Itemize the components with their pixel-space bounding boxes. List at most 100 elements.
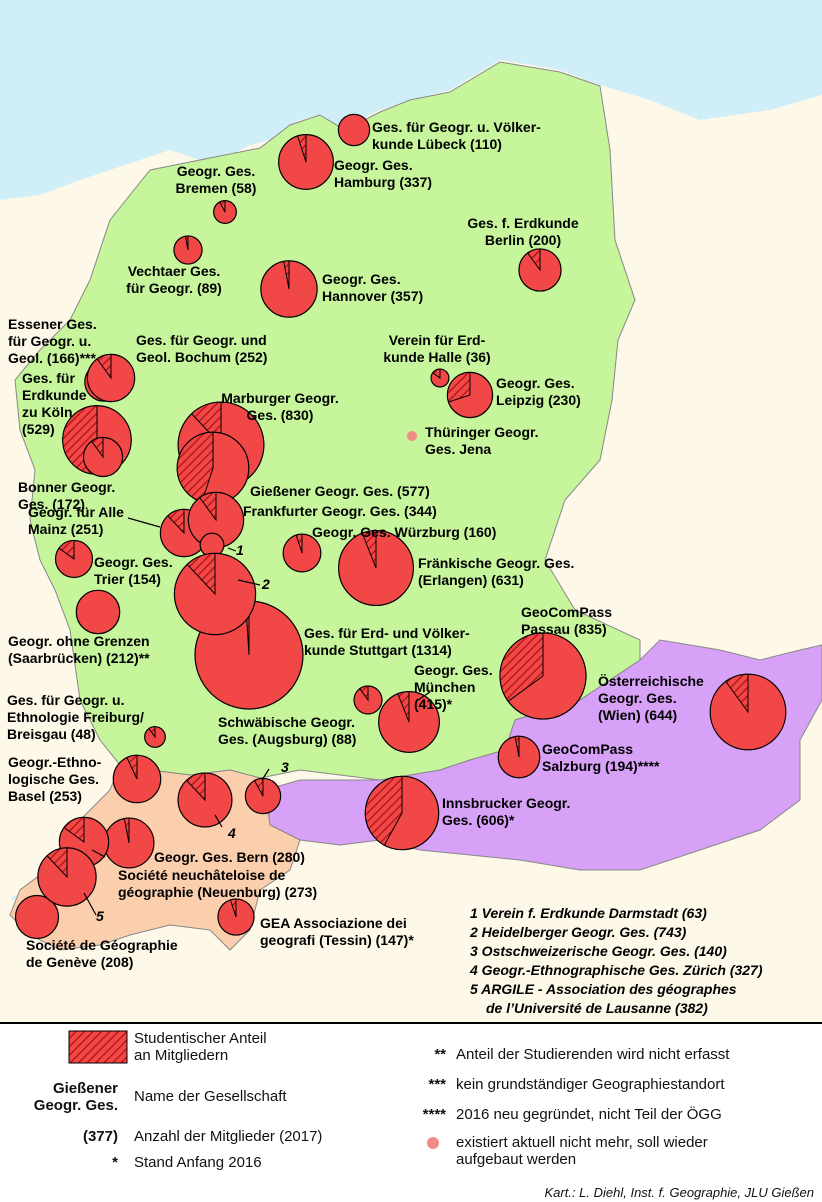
society-label-line: Société de Géographie (26, 937, 178, 953)
society-label-tessin: GEA Associazione dei geografi (Tessin) (1… (260, 915, 414, 948)
legend-star1: * (112, 1154, 118, 1171)
student-share-wedge-passau (499, 632, 544, 703)
society-label-line: Geol. (166)*** (8, 350, 96, 366)
student-share-wedge-bern (123, 817, 130, 844)
map-number-5: 5 (96, 908, 104, 924)
society-label-line: Thüringer Geogr. (425, 424, 539, 440)
society-label-line: Ges. für Geogr. u. Völker- (372, 119, 541, 135)
map-number-1: 1 (236, 542, 244, 558)
society-label-line: Geogr.-Ethno- (8, 754, 102, 770)
society-label-hannover: Geogr. Ges. Hannover (357) (322, 271, 423, 304)
society-label-augsburg: Schwäbische Geogr. Ges. (Augsburg) (88) (218, 714, 356, 747)
society-label-line: Ges. für Geogr. u. (7, 692, 124, 708)
society-circle-geneve (14, 894, 60, 940)
student-share-wedge-bremen (218, 200, 226, 213)
society-label-neuenburg: Société neuchâteloise de géographie (Neue… (118, 867, 317, 900)
society-label-leipzig: Geogr. Ges. Leipzig (230) (496, 375, 581, 408)
student-share-wedge-vechta (184, 235, 189, 251)
student-share-wedge-augsburg (359, 685, 369, 702)
student-share-wedge-freiburg (148, 726, 156, 739)
society-label-halle: Verein für Erd-kunde Halle (36) (383, 332, 490, 365)
legend-hatch-label-2: an Mitgliedern (134, 1047, 229, 1064)
society-label-line: GeoComPass (521, 604, 612, 620)
society-label-line: Frankfurter Geogr. Ges. (344) (243, 503, 437, 519)
society-label-line: Ges. (172) (18, 496, 85, 512)
legend-star2-desc: Anteil der Studierenden wird nicht erfas… (456, 1046, 730, 1063)
student-share-wedge-berlin (526, 248, 541, 272)
society-label-mainz: Geogr. für Alle Mainz (251) (28, 504, 124, 537)
society-label-line: (Erlangen) (631) (418, 572, 524, 588)
student-share-wedge-erlangen (361, 530, 377, 569)
society-label-erlangen: Fränkische Geogr. Ges. (Erlangen) (631) (418, 555, 574, 588)
defunct-dot-jena (407, 431, 417, 441)
student-share-wedge-frankfurt (199, 491, 217, 522)
student-share-wedge-wuerzburg (295, 533, 303, 554)
society-label-line: Geogr. für Alle (28, 504, 124, 520)
society-label-line: (Wien) (644) (598, 707, 677, 723)
footnote-list: 1 Verein f. Erdkunde Darmstadt (63) 2 Hei… (469, 905, 763, 1016)
society-labels: Ges. für Geogr. u. Völker-kunde Lübeck (… (7, 119, 704, 970)
society-label-hamburg: Geogr. Ges. Hamburg (337) (334, 157, 432, 190)
student-share-wedge-heidelberg (186, 552, 216, 596)
north-sea (0, 0, 822, 200)
society-label-bochum: Ges. für Geogr. und Geol. Bochum (252) (136, 332, 267, 365)
society-label-line: Société neuchâteloise de (118, 867, 285, 883)
society-label-line: Hannover (357) (322, 288, 423, 304)
leader-line-6 (417, 691, 431, 701)
society-label-bremen: Geogr. Ges. Bremen (58) (176, 163, 257, 196)
student-share-wedge-giessen (176, 431, 214, 503)
society-label-line: Geogr. Ges. (496, 375, 575, 391)
society-label-line: (415)* (414, 696, 453, 712)
society-label-line: Geogr. ohne Grenzen (8, 633, 150, 649)
society-label-line: Salzburg (194)**** (542, 758, 660, 774)
society-label-giessen: Gießener Geogr. Ges. (577) (250, 483, 430, 499)
map-number-3: 3 (281, 759, 289, 775)
society-label-line: Ges. Jena (425, 441, 491, 457)
society-label-wien: Österreichische Geogr. Ges. (Wien) (644) (598, 673, 704, 723)
legend-example-count: (377) (82, 1128, 118, 1145)
student-share-wedge-trier (58, 540, 75, 560)
map-number-2: 2 (261, 576, 270, 592)
footnote-line-3: 3 Ostschweizerische Geogr. Ges. (140) (470, 943, 727, 959)
student-share-wedge-neuenburg (63, 816, 85, 843)
society-label-line: Ges. (830) (247, 407, 314, 423)
society-label-line: Trier (154) (94, 571, 161, 587)
society-label-innsbruck: Innsbrucker Geogr. Ges. (606)* (442, 795, 570, 828)
footnote-line-4: 4 Geogr.-Ethnographische Ges. Zürich (32… (469, 962, 763, 978)
society-label-line: kunde Halle (36) (383, 349, 490, 365)
society-label-line: Erdkunde (22, 387, 87, 403)
society-label-line: Ges. f. Erdkunde (467, 215, 578, 231)
society-label-vechta: Vechtaer Ges. für Geogr. (89) (126, 263, 222, 296)
map-canvas: Ges. für Geogr. u. Völker-kunde Lübeck (… (0, 0, 822, 1022)
leader-lines (83, 517, 431, 916)
student-share-wedge-basel (126, 754, 138, 780)
leader-line-7 (91, 849, 106, 858)
society-label-basel: Geogr.-Ethno-logische Ges. Basel (253) (8, 754, 102, 804)
legend-panel: Studentischer Anteil an Mitgliedern Gieß… (0, 1022, 822, 1202)
society-label-wuerzburg: Geogr. Ges. Würzburg (160) (312, 524, 496, 540)
society-label-line: Leipzig (230) (496, 392, 581, 408)
leader-line-0 (127, 517, 161, 528)
society-label-line: GeoComPass (542, 741, 633, 757)
society-label-bern: Geogr. Ges. Bern (280) (154, 849, 305, 865)
society-label-line: Geol. Bochum (252) (136, 349, 267, 365)
student-share-wedge-bonn (90, 436, 104, 459)
society-label-line: Gießener Geogr. Ges. (577) (250, 483, 430, 499)
map-credit: Kart.: L. Diehl, Inst. f. Geographie, JL… (544, 1185, 814, 1200)
society-label-line: Passau (835) (521, 621, 607, 637)
society-label-luebeck: Ges. für Geogr. u. Völker-kunde Lübeck (… (372, 119, 541, 152)
society-label-salzburg: GeoComPass Salzburg (194)**** (542, 741, 660, 774)
student-share-wedge-tessin (229, 898, 237, 918)
society-label-line: Bonner Geogr. (18, 479, 115, 495)
society-label-line: Essener Ges. (8, 316, 97, 332)
society-label-line: für Geogr. (89) (126, 280, 222, 296)
student-share-wedge-lausanne (46, 847, 68, 879)
legend-defunct-desc-2: aufgebaut werden (456, 1151, 577, 1168)
legend-example-name-1: Gießener (52, 1080, 118, 1097)
society-label-jena: Thüringer Geogr. Ges. Jena (425, 424, 539, 457)
society-label-line: Geogr. Ges. (414, 662, 493, 678)
student-share-wedge-hannover (283, 260, 290, 290)
legend-defunct-dot (427, 1137, 439, 1149)
society-label-trier: Geogr. Ges. Trier (154) (94, 554, 173, 587)
society-label-line: Geogr. Ges. Bern (280) (154, 849, 305, 865)
